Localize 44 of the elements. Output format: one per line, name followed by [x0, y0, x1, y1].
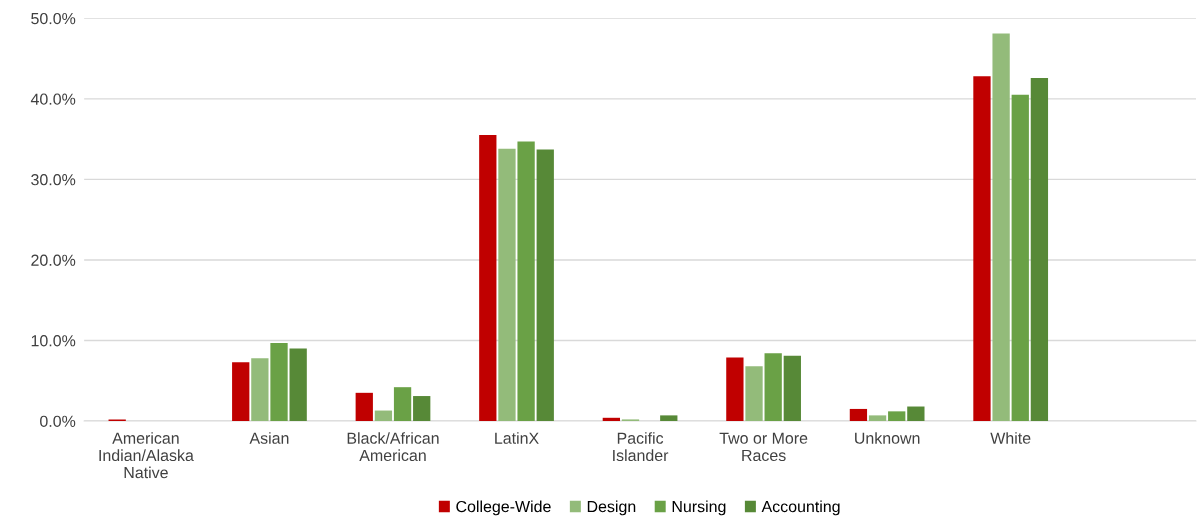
bar [745, 366, 763, 422]
bar [355, 392, 373, 422]
y-tick-label: 30.0% [31, 174, 76, 186]
x-tick-label: Pacific Islander [613, 432, 669, 462]
x-tick-label: Two or More Races [719, 432, 808, 462]
bar [783, 355, 801, 422]
bar [232, 362, 250, 422]
x-tick-label: Black/African American [347, 432, 439, 462]
bar [251, 358, 269, 422]
bar [973, 76, 991, 422]
y-tick-label: 40.0% [30, 93, 76, 105]
bar [374, 410, 393, 422]
bar [289, 348, 307, 422]
bar [992, 33, 1010, 422]
bar [1030, 77, 1049, 422]
y-tick-label: 10.0% [31, 335, 76, 347]
bar [270, 342, 288, 422]
bar [888, 411, 906, 422]
y-tick-label: 0.0% [40, 415, 76, 427]
bar [536, 149, 554, 422]
y-tick-label: 20.0% [31, 254, 76, 266]
x-tick-label: LatinX [495, 432, 539, 444]
x-tick-label: Asian [249, 432, 289, 444]
bar [660, 415, 678, 422]
bar [726, 357, 744, 422]
bar [1011, 94, 1029, 422]
bar [602, 417, 620, 422]
bar [517, 141, 535, 422]
x-tick-label: Unknown [855, 432, 920, 444]
bar [393, 387, 412, 422]
bar [413, 396, 431, 422]
x-tick-label: White [990, 432, 1031, 444]
bar [764, 353, 782, 422]
legend-label: Accounting [761, 500, 840, 516]
bar [479, 135, 497, 422]
bar [498, 148, 516, 422]
bar [907, 406, 925, 422]
legend-label: College-Wide [456, 500, 551, 516]
legend-label: Nursing [672, 500, 726, 516]
bar [849, 408, 868, 422]
y-tick-label: 50.0% [31, 12, 76, 25]
bar [868, 415, 887, 422]
legend-label: Design [587, 500, 636, 516]
x-tick-label: American Indian/Alaska Native [99, 432, 194, 479]
